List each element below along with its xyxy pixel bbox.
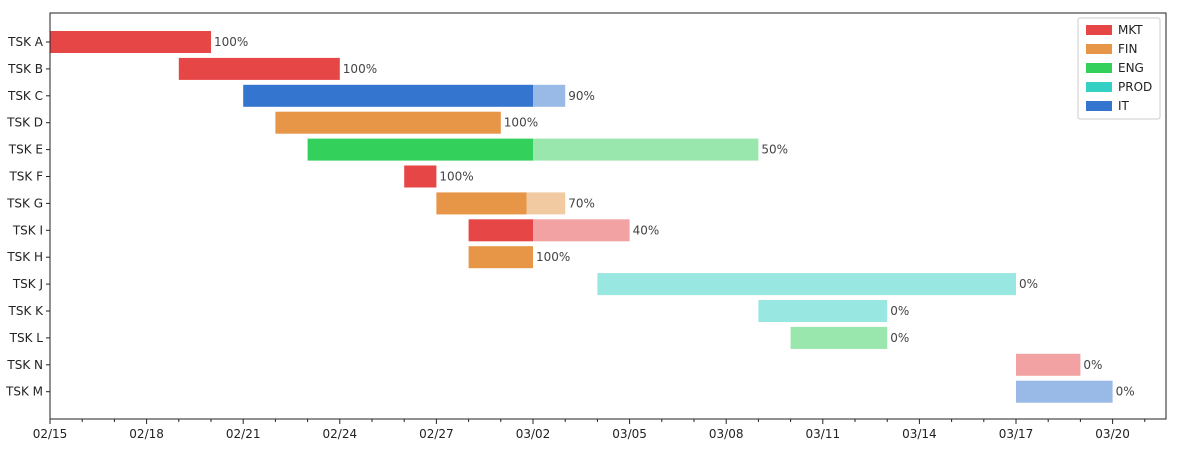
completion-label: 100% bbox=[439, 170, 473, 184]
x-tick-label: 03/20 bbox=[1095, 427, 1130, 441]
bars-layer bbox=[50, 31, 1113, 403]
y-tick-label: TSK D bbox=[6, 116, 43, 130]
x-tick-label: 03/02 bbox=[516, 427, 551, 441]
completion-label: 0% bbox=[890, 331, 909, 345]
plot-frame bbox=[49, 12, 1167, 420]
legend-label: FIN bbox=[1118, 42, 1137, 56]
y-tick-label: TSK E bbox=[8, 143, 43, 157]
legend-label: ENG bbox=[1118, 61, 1144, 75]
bar-remaining bbox=[533, 138, 759, 161]
completion-label: 70% bbox=[568, 196, 595, 210]
data-labels-layer: 100% 100% 90% 100% 50% 100% 70% 40% 100% 0% 0% 0% 0%… bbox=[214, 35, 1135, 399]
legend-swatch bbox=[1086, 44, 1112, 54]
y-tick-label: TSK H bbox=[6, 250, 43, 264]
completion-label: 0% bbox=[1116, 385, 1135, 399]
bar-remaining bbox=[597, 273, 1016, 296]
y-tick-label: TSK J bbox=[12, 277, 43, 291]
completion-label: 0% bbox=[890, 304, 909, 318]
y-tick-label: TSK M bbox=[5, 385, 43, 399]
legend-swatch bbox=[1086, 101, 1112, 111]
legend-label: MKT bbox=[1118, 23, 1143, 37]
completion-label: 100% bbox=[536, 250, 570, 264]
x-tick-label: 03/17 bbox=[999, 427, 1034, 441]
axes-layer: TSK A TSK B TSK C TSK D TSK E TSK F TSK G TSK I… bbox=[5, 12, 1167, 441]
bar-completed bbox=[436, 192, 527, 215]
bar-completed bbox=[468, 219, 533, 242]
completion-label: 0% bbox=[1083, 358, 1102, 372]
bar-remaining bbox=[533, 219, 630, 242]
bar-remaining bbox=[1016, 353, 1081, 376]
completion-label: 90% bbox=[568, 89, 595, 103]
completion-label: 100% bbox=[214, 35, 248, 49]
completion-label: 100% bbox=[504, 116, 538, 130]
bar-completed bbox=[468, 246, 533, 269]
x-tick-label: 02/18 bbox=[129, 427, 164, 441]
bar-completed bbox=[404, 165, 437, 188]
bar-completed bbox=[307, 138, 533, 161]
y-tick-label: TSK C bbox=[7, 89, 43, 103]
legend: MKT FIN ENG PROD IT bbox=[1077, 17, 1161, 120]
y-tick-label: TSK I bbox=[12, 223, 43, 237]
bar-remaining bbox=[1016, 380, 1113, 403]
x-tick-label: 02/24 bbox=[323, 427, 358, 441]
x-tick-label: 03/05 bbox=[612, 427, 647, 441]
legend-label: IT bbox=[1118, 99, 1130, 113]
x-tick-label: 03/11 bbox=[806, 427, 841, 441]
x-tick-label: 02/21 bbox=[226, 427, 261, 441]
y-tick-label: TSK A bbox=[7, 35, 44, 49]
y-tick-label: TSK K bbox=[8, 304, 45, 318]
y-tick-label: TSK F bbox=[8, 170, 43, 184]
completion-label: 40% bbox=[633, 223, 660, 237]
bar-remaining bbox=[526, 192, 566, 215]
bar-completed bbox=[243, 84, 533, 107]
y-tick-label: TSK L bbox=[9, 331, 44, 345]
legend-swatch bbox=[1086, 25, 1112, 35]
bar-completed bbox=[50, 31, 211, 53]
x-tick-label: 02/15 bbox=[33, 427, 68, 441]
bar-completed bbox=[275, 111, 501, 134]
x-tick-label: 02/27 bbox=[419, 427, 454, 441]
y-tick-label: TSK N bbox=[6, 358, 43, 372]
legend-label: PROD bbox=[1118, 80, 1152, 94]
legend-swatch bbox=[1086, 82, 1112, 92]
completion-label: 50% bbox=[761, 143, 788, 157]
bar-remaining bbox=[758, 300, 888, 322]
bar-remaining bbox=[790, 326, 888, 349]
x-tick-label: 03/08 bbox=[709, 427, 744, 441]
x-tick-label: 03/14 bbox=[902, 427, 937, 441]
completion-label: 0% bbox=[1019, 277, 1038, 291]
y-tick-label: TSK B bbox=[7, 62, 43, 76]
legend-box bbox=[1077, 17, 1161, 120]
bar-remaining bbox=[533, 84, 566, 107]
y-tick-label: TSK G bbox=[6, 196, 43, 210]
completion-label: 100% bbox=[343, 62, 377, 76]
legend-swatch bbox=[1086, 63, 1112, 73]
bar-completed bbox=[178, 57, 340, 80]
